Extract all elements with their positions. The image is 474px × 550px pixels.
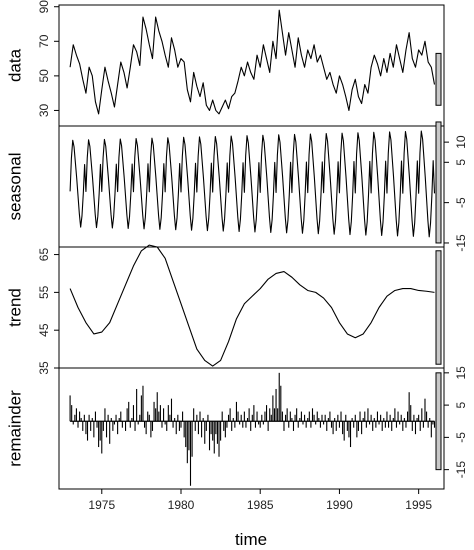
time-x-axis: 1975 1980 1985 1990 1995 bbox=[88, 488, 432, 512]
trend-y-tick-label: 45 bbox=[37, 323, 51, 337]
remainder-y-tick-label: 5 bbox=[454, 401, 468, 408]
data-panel: data 30 50 70 90 bbox=[5, 0, 445, 127]
remainder-y-tick-label: -15 bbox=[454, 461, 468, 479]
remainder-y-tick-label: -5 bbox=[454, 432, 468, 443]
trend-line bbox=[69, 244, 435, 367]
seasonal-y-tick-label: 10 bbox=[454, 135, 468, 149]
trend-scale-bar bbox=[435, 250, 442, 365]
trend-y-tick-label: 55 bbox=[37, 285, 51, 299]
remainder-panel: remainder -15 -5 5 15 bbox=[5, 366, 468, 490]
seasonal-series bbox=[69, 130, 436, 238]
trend-panel: trend 35 45 55 65 bbox=[5, 244, 445, 375]
data-scale-bar bbox=[435, 52, 442, 106]
data-y-axis: 30 50 70 90 bbox=[37, 0, 59, 117]
seasonal-y-axis: -15 -5 5 10 bbox=[444, 135, 468, 252]
trend-y-tick-label: 65 bbox=[37, 248, 51, 262]
seasonal-y-tick-label: 5 bbox=[454, 159, 468, 166]
trend-y-axis: 35 45 55 65 bbox=[37, 248, 59, 375]
remainder-panel-frame bbox=[58, 367, 445, 490]
seasonal-panel-label: seasonal bbox=[5, 152, 24, 220]
trend-panel-label: trend bbox=[5, 288, 24, 327]
seasonal-y-tick-label: -15 bbox=[454, 234, 468, 252]
data-y-tick-label: 70 bbox=[37, 34, 51, 48]
data-y-tick-label: 90 bbox=[37, 0, 51, 13]
data-series bbox=[69, 9, 436, 115]
x-tick-label: 1975 bbox=[88, 498, 115, 512]
data-line bbox=[69, 9, 436, 115]
x-tick-label: 1995 bbox=[405, 498, 432, 512]
remainder-panel-label: remainder bbox=[5, 390, 24, 467]
data-panel-frame bbox=[58, 4, 445, 127]
x-tick-label: 1990 bbox=[326, 498, 353, 512]
trend-series bbox=[69, 244, 435, 367]
seasonal-y-tick-label: -5 bbox=[454, 197, 468, 208]
x-axis-title: time bbox=[235, 530, 267, 549]
data-panel-label: data bbox=[5, 48, 24, 82]
remainder-series bbox=[69, 372, 436, 486]
remainder-y-axis: -15 -5 5 15 bbox=[444, 366, 468, 478]
data-y-tick-label: 50 bbox=[37, 69, 51, 83]
trend-panel-frame bbox=[58, 246, 445, 369]
x-tick-label: 1985 bbox=[247, 498, 274, 512]
seasonal-scale-bar bbox=[435, 121, 442, 244]
remainder-y-tick-label: 15 bbox=[454, 366, 468, 380]
trend-y-tick-label: 35 bbox=[37, 361, 51, 375]
remainder-scale-bar bbox=[435, 372, 442, 471]
seasonal-panel: seasonal -15 -5 5 10 bbox=[5, 121, 468, 252]
x-tick-label: 1980 bbox=[168, 498, 195, 512]
data-y-tick-label: 30 bbox=[37, 103, 51, 117]
seasonal-line bbox=[69, 130, 436, 238]
